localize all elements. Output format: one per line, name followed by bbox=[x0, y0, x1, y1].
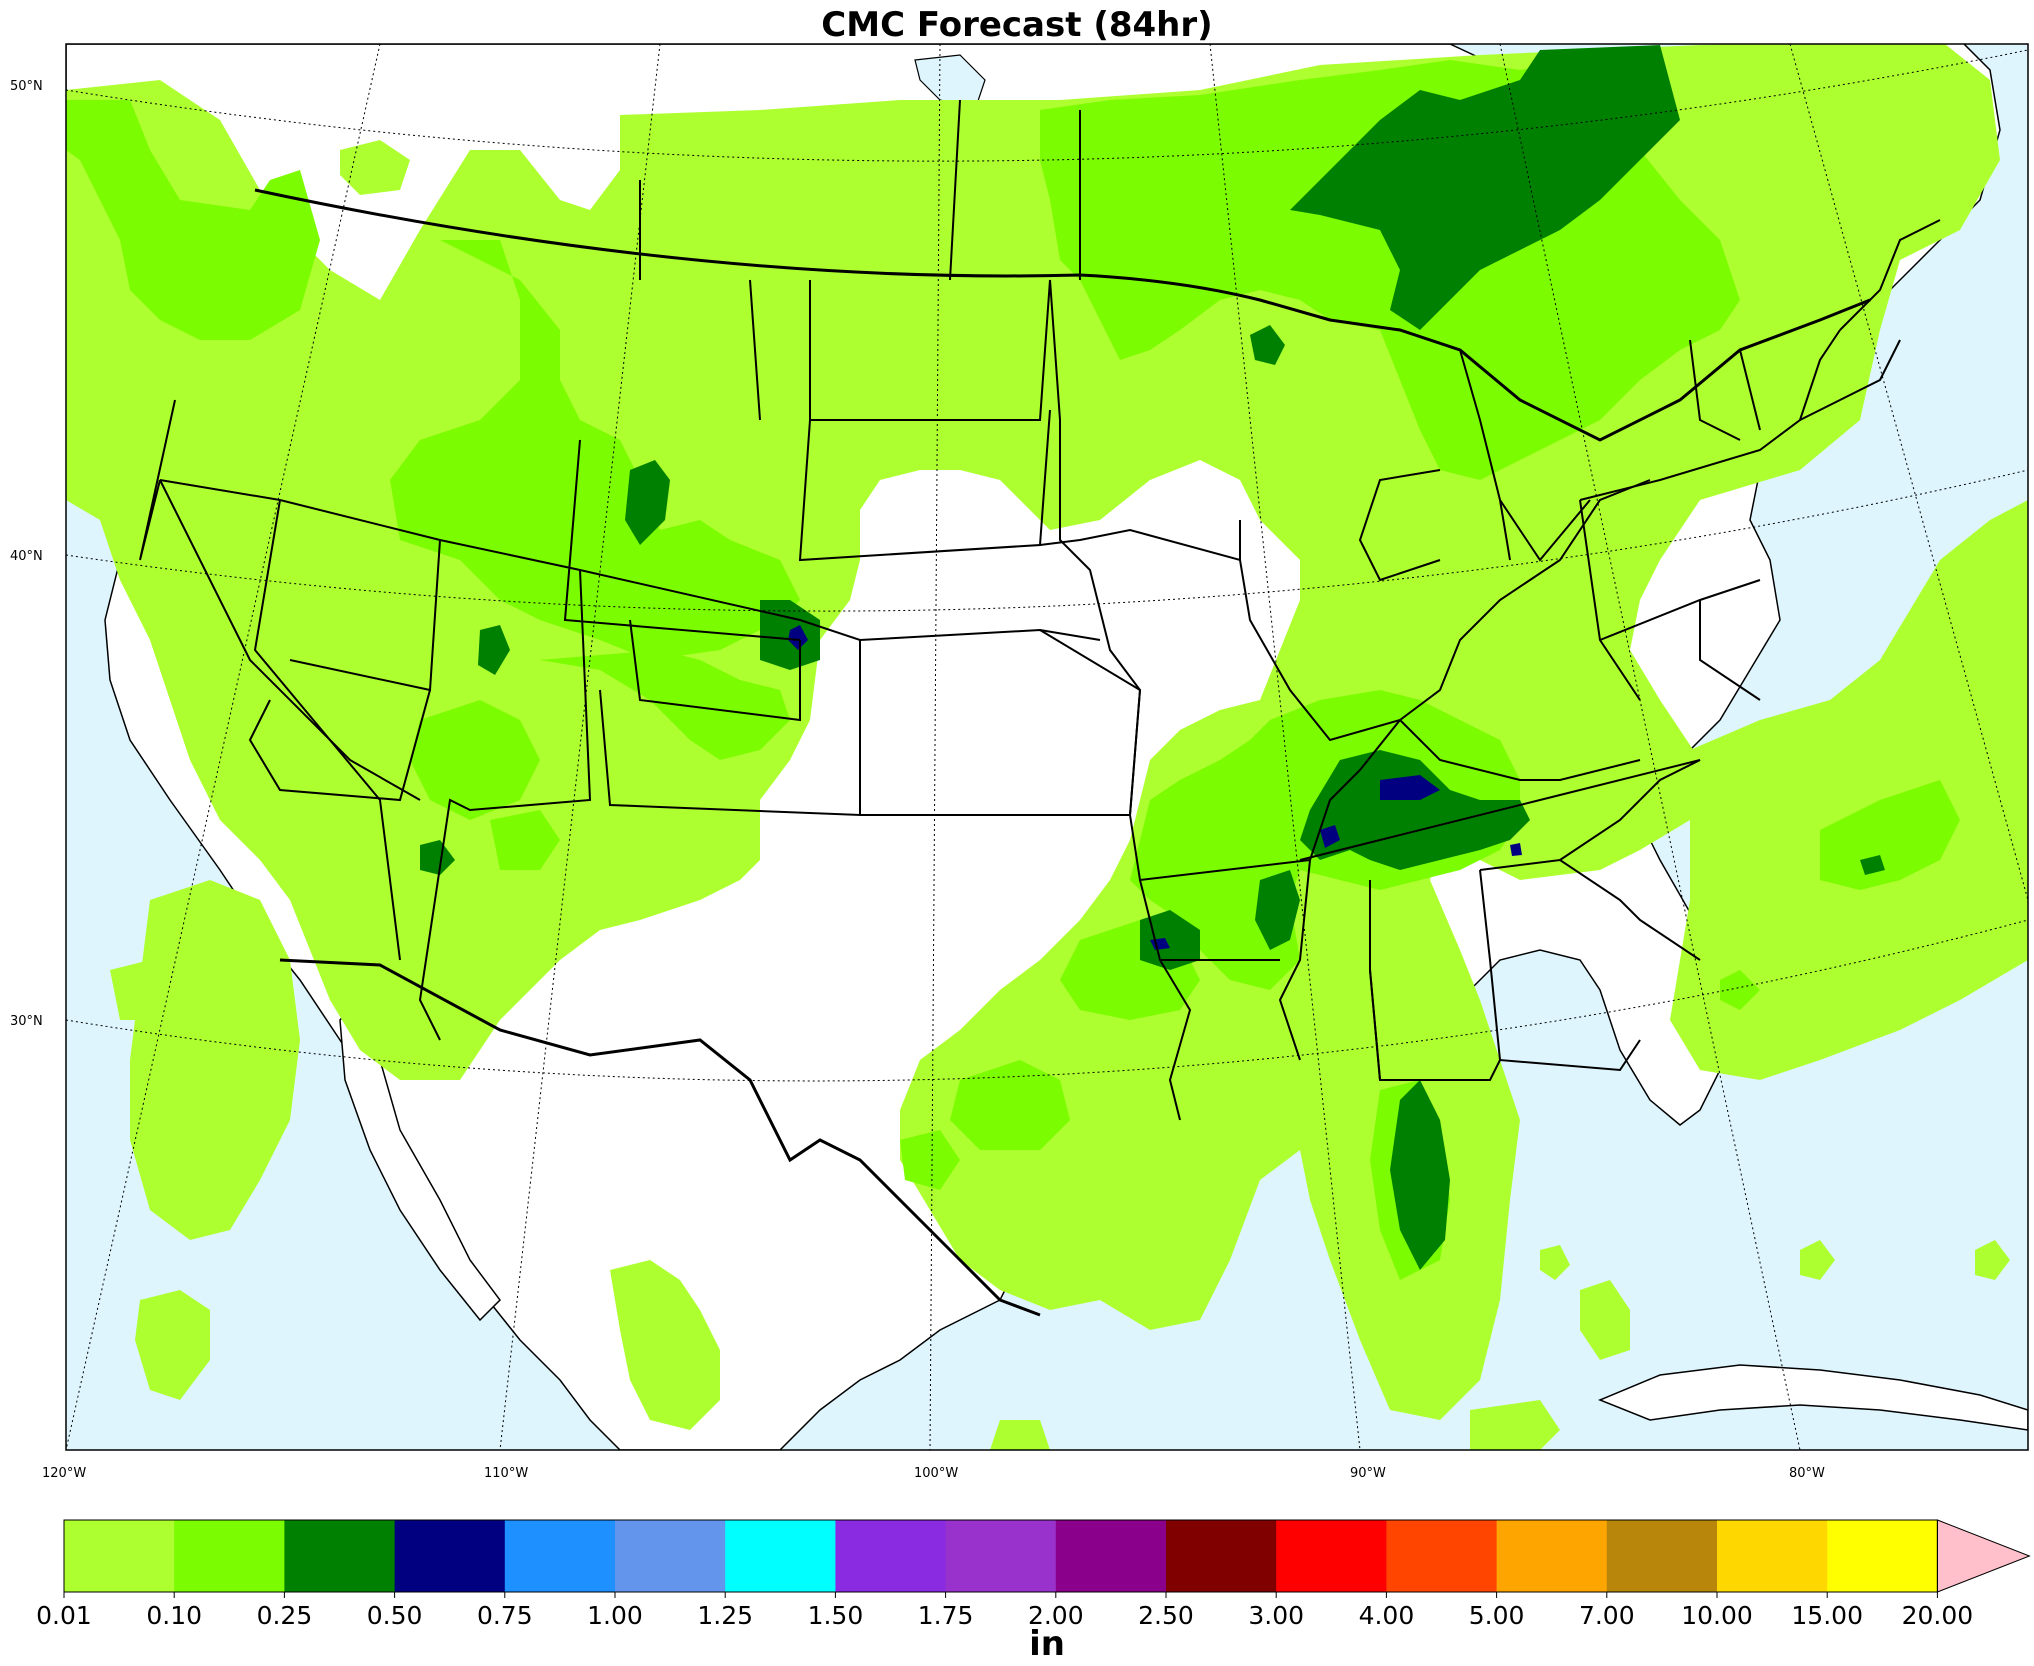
lon-label-120: 120°W bbox=[42, 1466, 86, 1481]
colorbar-tick-label: 5.00 bbox=[1469, 1601, 1525, 1630]
colorbar-swatch bbox=[945, 1520, 1057, 1592]
precip-0.50-layer bbox=[788, 625, 1522, 950]
colorbar-swatch bbox=[1717, 1520, 1828, 1592]
land-baja bbox=[339, 988, 501, 1322]
colorbar-tick-label: 4.00 bbox=[1359, 1601, 1415, 1630]
colorbar-tick-label: 20.00 bbox=[1902, 1601, 1974, 1630]
colorbar-swatch bbox=[725, 1520, 836, 1592]
colorbar-tick-label: 0.50 bbox=[367, 1601, 423, 1630]
lat-label-50: 50°N bbox=[10, 79, 43, 94]
lon-label-110: 110°W bbox=[484, 1466, 528, 1481]
colorbar-swatch bbox=[64, 1520, 175, 1592]
colorbar-swatch bbox=[1606, 1520, 1718, 1592]
colorbar: 0.01 0.10 0.25 0.50 0.75 1.00 1.25 1.50 1.75 2.00… bbox=[36, 1519, 2031, 1630]
colorbar-tick-label: 0.10 bbox=[146, 1601, 202, 1630]
colorbar-swatch bbox=[1276, 1520, 1387, 1592]
map-frame bbox=[65, 43, 2029, 1451]
land-cuba bbox=[1598, 1364, 2028, 1431]
lat-label-40: 40°N bbox=[10, 549, 43, 564]
colorbar-swatch bbox=[174, 1520, 285, 1592]
colorbar-tick-label: 2.50 bbox=[1138, 1601, 1194, 1630]
colorbar-swatch bbox=[504, 1520, 616, 1592]
borders bbox=[139, 99, 1941, 1317]
colorbar-tick-label: 1.00 bbox=[587, 1601, 643, 1630]
colorbar-swatch bbox=[1496, 1520, 1608, 1592]
colorbar-tick-label: 1.25 bbox=[697, 1601, 753, 1630]
lat-label-30: 30°N bbox=[10, 1014, 43, 1029]
colorbar-tick-label: 15.00 bbox=[1791, 1601, 1863, 1630]
colorbar-tick-label: 3.00 bbox=[1248, 1601, 1304, 1630]
colorbar-tick-label: 1.75 bbox=[918, 1601, 974, 1630]
colorbar-swatch bbox=[1827, 1520, 1938, 1592]
colorbar-tick-label: 0.75 bbox=[477, 1601, 533, 1630]
colorbar-swatch bbox=[1386, 1520, 1498, 1592]
colorbar-swatch bbox=[284, 1520, 396, 1592]
colorbar-frame bbox=[63, 1519, 1938, 1593]
colorbar-swatch bbox=[835, 1520, 947, 1592]
graticule bbox=[66, 44, 2028, 1450]
lon-label-80: 80°W bbox=[1789, 1466, 1825, 1481]
lon-label-90: 90°W bbox=[1350, 1466, 1386, 1481]
colorbar-tick-label: 1.50 bbox=[808, 1601, 864, 1630]
lon-label-100: 100°W bbox=[914, 1466, 958, 1481]
precip-0.25-layer bbox=[420, 45, 1885, 1270]
colorbar-tick-label: 10.00 bbox=[1681, 1601, 1753, 1630]
colorbar-extend-arrow bbox=[1936, 1519, 2031, 1593]
colorbar-unit-label: in bbox=[1029, 1624, 1065, 1664]
colorbar-tick-label: 0.01 bbox=[36, 1601, 92, 1630]
map-title: CMC Forecast (84hr) bbox=[821, 5, 1213, 45]
colorbar-swatch bbox=[1166, 1520, 1277, 1592]
colorbar-tick-label: 2.00 bbox=[1028, 1601, 1084, 1630]
colorbar-swatch bbox=[1055, 1520, 1167, 1592]
map-body bbox=[66, 44, 2028, 1450]
colorbar-tick-label: 0.25 bbox=[257, 1601, 313, 1630]
colorbar-tick-label: 7.00 bbox=[1579, 1601, 1635, 1630]
colorbar-swatch bbox=[615, 1520, 726, 1592]
colorbar-swatch bbox=[394, 1520, 506, 1592]
